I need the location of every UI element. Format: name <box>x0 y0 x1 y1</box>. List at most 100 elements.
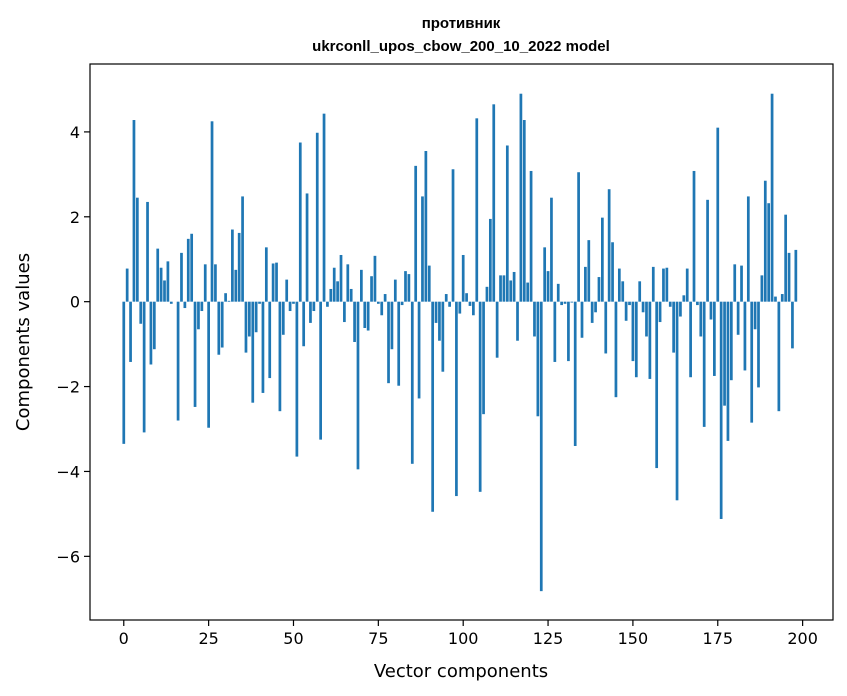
bar <box>601 217 604 302</box>
bar <box>159 267 163 302</box>
bar <box>607 189 611 302</box>
bar <box>488 218 492 302</box>
x-tick-label: 150 <box>618 629 649 648</box>
bar <box>444 294 448 302</box>
bar <box>305 193 309 302</box>
bar <box>326 301 329 307</box>
y-tick-label: −6 <box>56 547 80 566</box>
bar <box>746 196 750 302</box>
bar <box>207 301 210 428</box>
bar <box>567 301 570 362</box>
x-tick-label: 175 <box>702 629 733 648</box>
bar <box>275 262 278 302</box>
bar <box>713 301 716 376</box>
bar <box>363 301 367 328</box>
bar <box>407 274 411 302</box>
bar <box>672 301 675 353</box>
bar <box>485 286 489 302</box>
bar <box>312 301 316 312</box>
bar <box>716 127 720 302</box>
bar <box>302 301 306 347</box>
bar <box>129 301 132 362</box>
bar <box>285 279 289 302</box>
bar <box>472 301 475 316</box>
bar <box>224 293 227 302</box>
bar <box>550 197 553 302</box>
bar <box>560 301 563 306</box>
x-axis-label: Vector components <box>374 661 548 682</box>
bar <box>519 93 523 302</box>
bar <box>387 301 390 384</box>
y-tick-label: 2 <box>70 208 80 227</box>
bar <box>146 201 149 302</box>
bar <box>767 203 771 302</box>
bar <box>183 301 187 309</box>
bar <box>315 132 319 302</box>
bar <box>261 301 265 393</box>
bar <box>451 169 455 302</box>
bar <box>723 301 726 406</box>
bar <box>794 249 798 302</box>
bar <box>505 145 509 302</box>
bar <box>604 301 608 354</box>
bar <box>679 301 682 317</box>
bar <box>186 238 190 302</box>
bar <box>322 113 326 302</box>
bar <box>380 301 384 316</box>
bar <box>645 301 648 337</box>
bar <box>726 301 730 441</box>
bar <box>424 151 428 302</box>
bar <box>577 172 580 302</box>
bar <box>251 301 255 403</box>
bar <box>152 301 156 350</box>
x-axis-ticks: 0 25 50 75 100 125 150 175 200 <box>119 620 818 648</box>
x-tick-label: 50 <box>283 629 303 648</box>
bar <box>733 264 737 302</box>
bar <box>203 264 207 302</box>
bar <box>156 248 160 302</box>
bar <box>288 301 292 312</box>
bar <box>397 301 401 386</box>
bar <box>478 301 482 492</box>
bar <box>499 275 502 302</box>
bar <box>329 288 333 302</box>
bar <box>139 301 143 324</box>
bar <box>774 296 777 302</box>
y-tick-label: 0 <box>70 293 80 312</box>
bar <box>281 301 285 335</box>
bar <box>135 197 139 302</box>
bar <box>339 254 343 302</box>
bar <box>580 301 584 338</box>
bar <box>227 300 231 302</box>
bar <box>780 294 784 302</box>
bar <box>404 271 407 302</box>
bar <box>370 276 373 302</box>
bar <box>546 271 550 302</box>
bar <box>719 301 723 519</box>
bar <box>455 301 458 497</box>
bar <box>271 263 275 302</box>
bar <box>417 301 421 399</box>
bar <box>702 301 706 427</box>
bar <box>163 280 166 302</box>
bar <box>373 255 377 302</box>
bar <box>573 301 577 446</box>
bar <box>346 264 350 302</box>
x-tick-label: 125 <box>533 629 564 648</box>
bar <box>706 199 709 302</box>
bar <box>383 294 387 302</box>
bar <box>142 301 146 433</box>
bar <box>492 104 496 302</box>
bar <box>393 279 397 302</box>
bar <box>553 301 557 362</box>
bar <box>180 252 183 302</box>
bar <box>624 301 628 321</box>
bar <box>336 281 339 302</box>
chart-subtitle: ukrconll_upos_cbow_200_10_2022 model <box>312 38 610 55</box>
bar <box>539 301 543 592</box>
bar <box>617 268 621 302</box>
plot-frame <box>89 63 834 621</box>
x-tick-label: 0 <box>119 629 129 648</box>
bar <box>509 280 513 302</box>
bar <box>628 301 631 306</box>
